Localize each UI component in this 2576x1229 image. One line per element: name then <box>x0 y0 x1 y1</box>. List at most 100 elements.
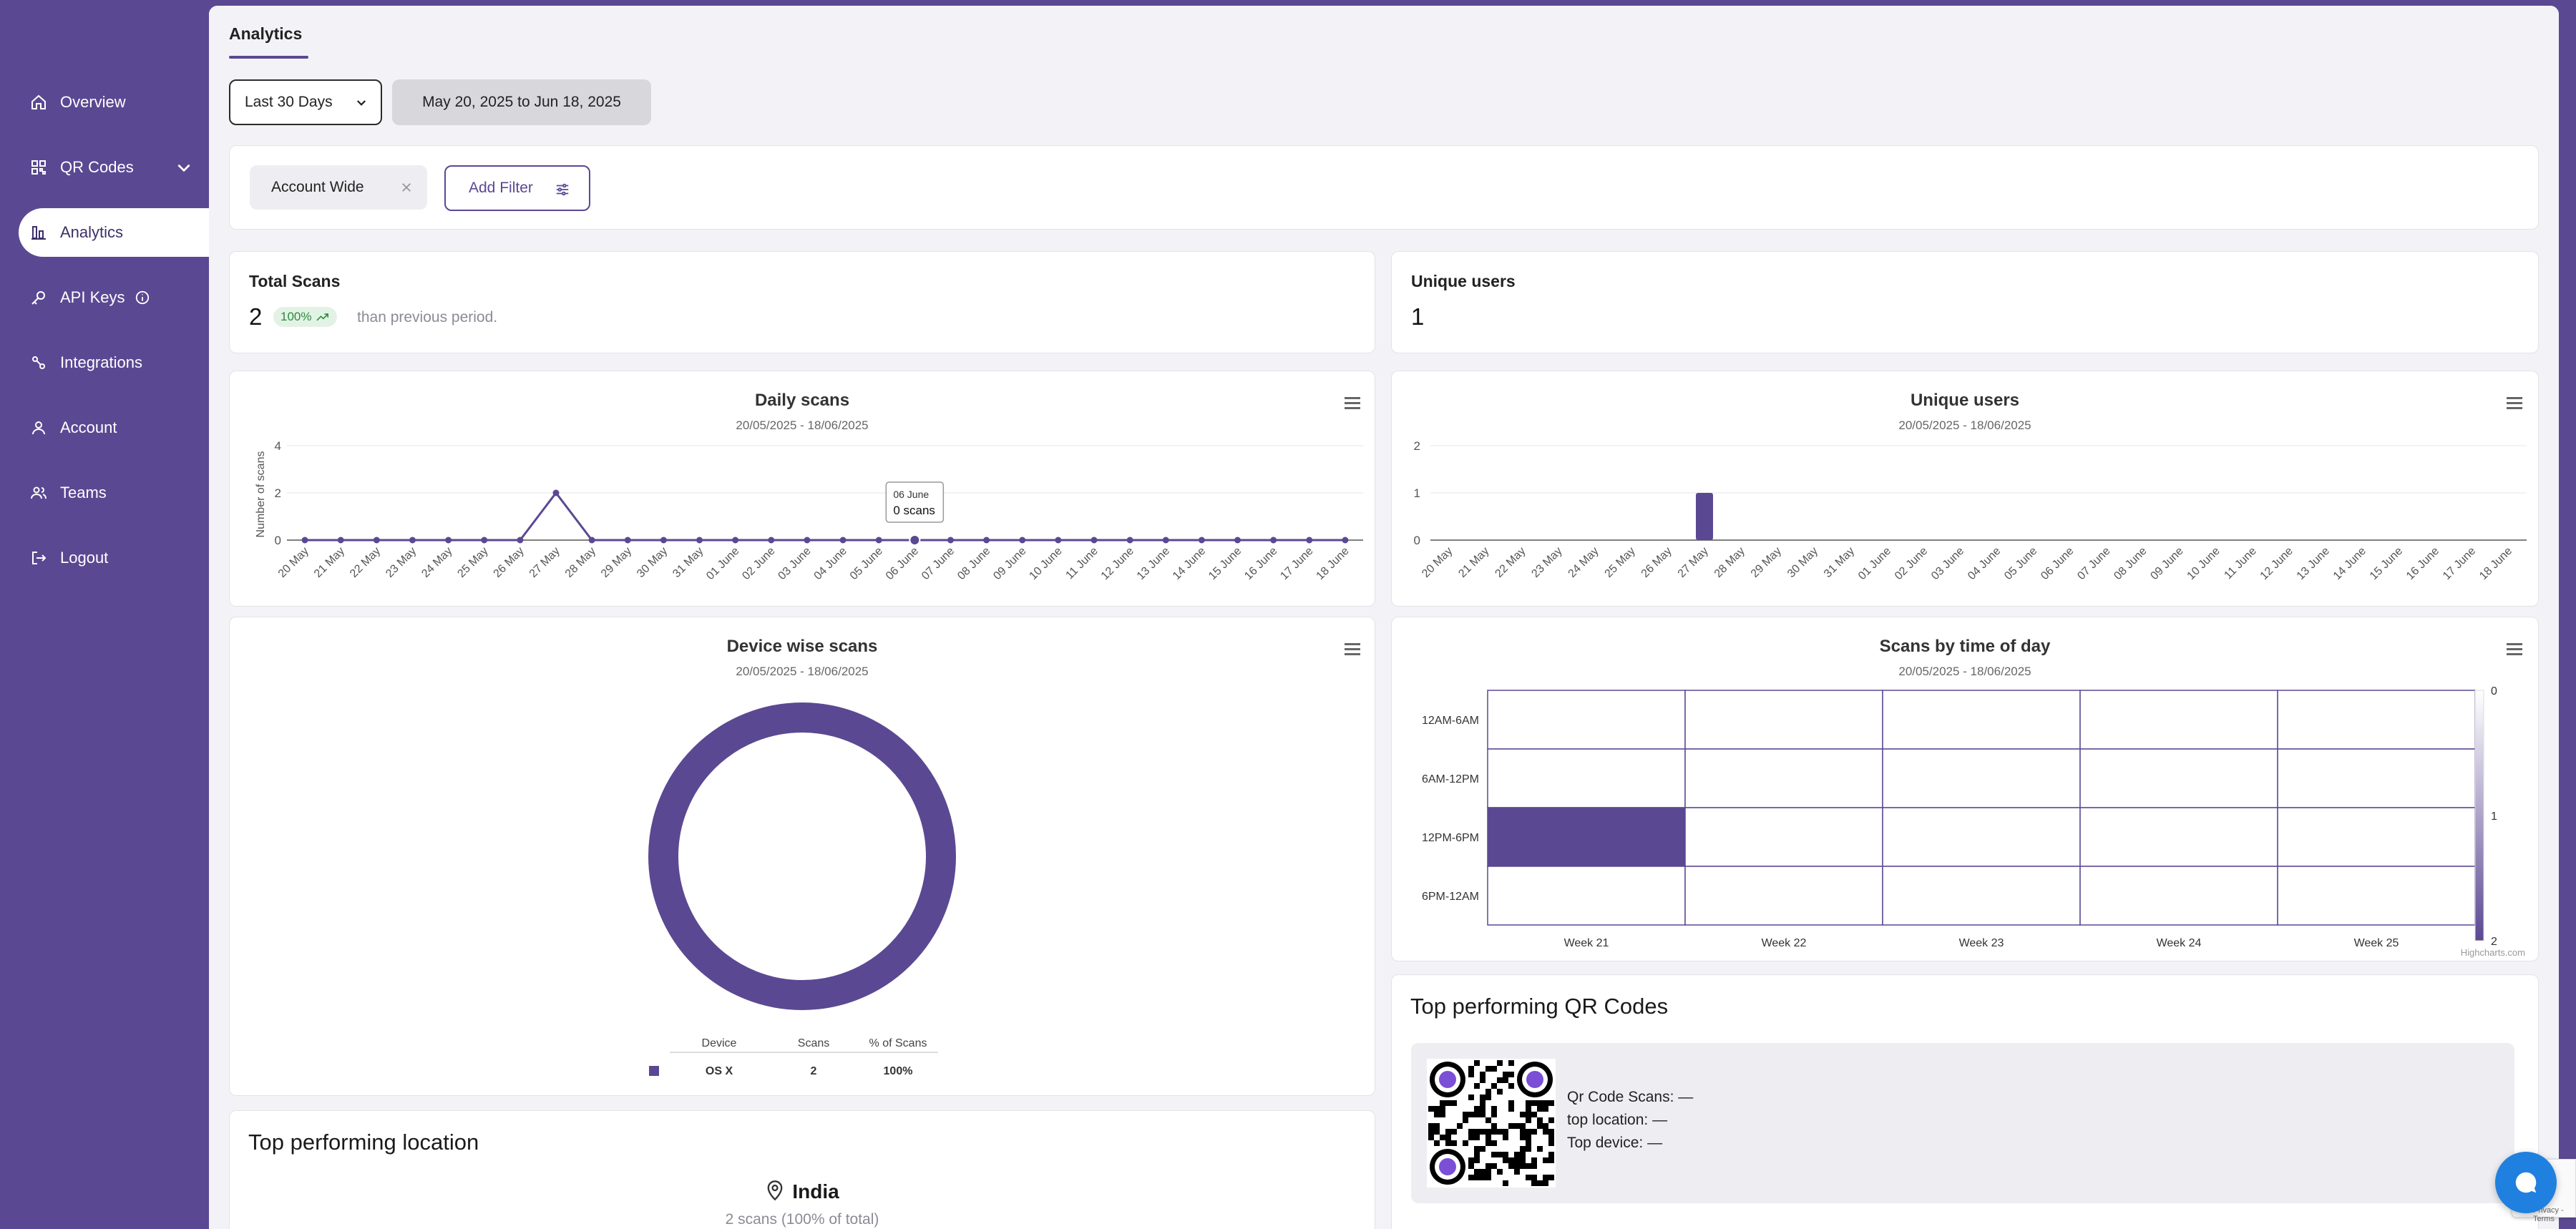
heatmap-cell <box>2079 690 2278 750</box>
heatmap-cell <box>1487 690 1686 750</box>
tab-analytics[interactable]: Analytics <box>229 24 303 43</box>
x-tick-label: 01 June <box>1856 545 1893 582</box>
time-of-day-heatmap: 12AM-6AM 6AM-12PM 12PM-6PM 6PM-12AM Week 21 W… <box>1422 685 2497 949</box>
sidebar-item-overview[interactable]: Overview <box>19 78 209 127</box>
qr-module <box>1445 1140 1451 1146</box>
chart-menu-icon[interactable] <box>1343 642 1362 657</box>
qr-module <box>1526 1175 1531 1180</box>
chart-menu-icon[interactable] <box>1343 396 1362 411</box>
trending-up-icon <box>316 313 329 321</box>
qr-finder-dot <box>1526 1071 1543 1088</box>
device-scans-card: Device wise scans 20/05/2025 - 18/06/202… <box>229 617 1375 1096</box>
chart-subtitle: 20/05/2025 - 18/06/2025 <box>1898 665 2031 678</box>
data-point <box>732 537 739 544</box>
qr-module <box>1531 1157 1537 1163</box>
qr-module <box>1497 1152 1503 1157</box>
qr-module <box>1537 1146 1543 1152</box>
qr-module <box>1526 1140 1531 1146</box>
x-tick-label: 14 June <box>1171 545 1208 582</box>
qr-module <box>1474 1169 1480 1175</box>
x-tick-label: 25 May <box>455 545 490 580</box>
x-tick-label: 28 May <box>1712 545 1747 580</box>
legend-header: Scans <box>798 1037 829 1049</box>
qr-module <box>1520 1152 1526 1157</box>
data-point <box>337 537 344 544</box>
chart-menu-icon[interactable] <box>2505 642 2524 657</box>
qr-module <box>1497 1129 1503 1135</box>
chart-menu-icon[interactable] <box>2505 396 2524 411</box>
y-tick-label: 6AM-12PM <box>1422 773 1479 785</box>
data-point <box>983 537 990 544</box>
heatmap-cell <box>1882 690 2081 750</box>
qr-scans-text: Qr Code Scans: — <box>1567 1089 1694 1105</box>
legend-header: Device <box>702 1037 737 1049</box>
date-range-select[interactable]: Last 30 Days <box>229 79 382 125</box>
chevron-down-icon[interactable] <box>175 158 193 177</box>
x-tick-label: 16 June <box>1242 545 1279 582</box>
legend-percent: 100% <box>884 1065 913 1077</box>
chat-button[interactable] <box>2495 1152 2557 1213</box>
top-bar: Analytics <box>209 6 2559 67</box>
sidebar-item-account[interactable]: Account <box>19 403 209 452</box>
top-location-title: Top performing location <box>248 1130 479 1155</box>
home-icon <box>31 94 46 109</box>
sidebar-item-teams[interactable]: Teams <box>19 469 209 517</box>
top-qr-item[interactable]: Qr Code Scans: — top location: — Top dev… <box>1411 1043 2514 1203</box>
date-range-display[interactable]: May 20, 2025 to Jun 18, 2025 <box>392 79 651 125</box>
x-tick-label: 18 June <box>2477 545 2514 582</box>
y-tick-label: 12PM-6PM <box>1422 832 1479 844</box>
filter-chip-account-wide[interactable]: Account Wide <box>250 165 427 210</box>
tooltip-box <box>885 481 945 523</box>
date-range-select-label: Last 30 Days <box>245 94 333 110</box>
sidebar-item-integrations[interactable]: Integrations <box>19 338 209 387</box>
x-tick-label: 21 May <box>312 545 347 580</box>
qr-module <box>1548 1135 1554 1140</box>
sidebar-item-analytics[interactable]: Analytics <box>19 208 209 257</box>
y-tick-label: 0 <box>275 534 281 547</box>
qr-module <box>1531 1175 1537 1180</box>
sidebar-item-qr-codes[interactable]: QR Codes <box>19 143 209 192</box>
qr-module <box>1485 1095 1491 1100</box>
qr-module <box>1508 1106 1514 1112</box>
qr-module <box>1531 1180 1537 1186</box>
info-icon[interactable] <box>135 290 150 305</box>
data-point <box>1091 537 1098 544</box>
qr-module <box>1543 1100 1548 1106</box>
qr-module <box>1468 1163 1474 1169</box>
user-icon <box>32 421 45 435</box>
color-axis-label: 2 <box>2491 936 2497 948</box>
bar <box>1696 493 1713 540</box>
heatmap-cell <box>1882 748 2081 808</box>
qr-module <box>1485 1169 1491 1175</box>
qr-module <box>1434 1140 1440 1146</box>
highcharts-credit[interactable]: Highcharts.com <box>2460 947 2525 958</box>
x-tick-label: 12 June <box>2258 545 2296 582</box>
qr-module <box>1480 1146 1485 1152</box>
data-point <box>373 537 380 544</box>
qr-module <box>1520 1157 1526 1163</box>
y-tick-label: 1 <box>1414 486 1420 500</box>
qr-module <box>1531 1163 1537 1169</box>
qr-module <box>1508 1123 1514 1129</box>
data-point <box>947 537 954 544</box>
device-donut-chart: Device Scans % of Scans OS X 2 100% <box>648 702 956 1077</box>
qr-module <box>1526 1112 1531 1117</box>
data-point <box>1055 537 1062 544</box>
qr-module <box>1474 1129 1480 1135</box>
qr-module <box>1520 1112 1526 1117</box>
heatmap-cell <box>2277 748 2476 808</box>
sidebar-item-label: Analytics <box>60 223 124 241</box>
add-filter-button[interactable]: Add Filter <box>444 165 590 211</box>
qr-module <box>1485 1129 1491 1135</box>
x-tick-label: 09 June <box>2148 545 2185 582</box>
sidebar-item-api-keys[interactable]: API Keys <box>19 273 209 322</box>
qr-module <box>1491 1140 1497 1146</box>
close-icon[interactable] <box>400 181 413 194</box>
x-tick-label: 24 May <box>419 545 454 580</box>
x-tick-label: 23 May <box>1529 545 1564 580</box>
y-axis-label: Number of scans <box>255 451 267 538</box>
chart-subtitle: 20/05/2025 - 18/06/2025 <box>736 418 869 432</box>
x-tick-label: 20 May <box>1420 545 1455 580</box>
sidebar-item-logout[interactable]: Logout <box>19 534 209 582</box>
